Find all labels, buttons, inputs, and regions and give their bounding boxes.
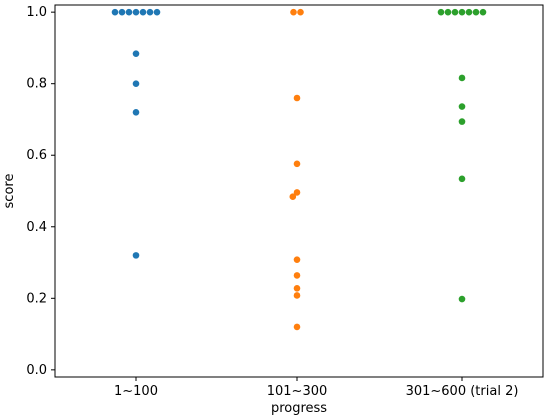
data-point (451, 8, 459, 16)
data-point (472, 8, 480, 16)
data-point (297, 8, 304, 16)
data-point (293, 189, 301, 196)
data-point (293, 160, 301, 168)
data-point (118, 8, 126, 16)
x-axis: 1~100 101~300 301~600 (trial 2) (114, 377, 518, 399)
data-point (465, 8, 473, 16)
data-point (458, 74, 466, 82)
data-point (146, 8, 154, 16)
data-point (293, 256, 301, 263)
y-tick-label: 0.2 (26, 291, 47, 306)
data-point (111, 8, 119, 16)
data-point (293, 292, 301, 299)
data-point (293, 323, 301, 331)
x-tick-label: 301~600 (trial 2) (406, 384, 519, 399)
y-axis: 0.0 0.2 0.4 0.6 0.8 1.0 (26, 5, 55, 378)
x-axis-label: progress (271, 401, 327, 416)
data-point (437, 8, 445, 16)
y-tick-label: 0.8 (26, 77, 47, 92)
y-axis-label: score (2, 174, 17, 209)
data-point (458, 295, 466, 303)
data-point (293, 272, 301, 279)
data-point (458, 8, 466, 16)
y-tick-label: 0.4 (26, 220, 47, 235)
data-point (458, 103, 466, 110)
data-point (125, 8, 133, 16)
y-tick-label: 0.0 (26, 363, 47, 378)
data-point (458, 118, 466, 125)
data-points (111, 8, 487, 331)
x-tick-label: 101~300 (267, 384, 328, 399)
data-point (139, 8, 147, 16)
data-point (132, 252, 140, 259)
data-point (458, 175, 466, 183)
data-point (479, 8, 487, 16)
data-point (444, 8, 452, 16)
y-tick-label: 1.0 (26, 5, 47, 20)
data-point (132, 80, 140, 87)
data-point (132, 8, 140, 16)
y-tick-label: 0.6 (26, 148, 47, 163)
x-tick-label: 1~100 (114, 384, 158, 399)
data-point (132, 50, 140, 57)
data-point (132, 109, 140, 116)
data-point (293, 284, 301, 292)
data-point (153, 8, 161, 16)
data-point (290, 8, 297, 16)
data-point (293, 94, 301, 102)
data-point (289, 193, 297, 201)
